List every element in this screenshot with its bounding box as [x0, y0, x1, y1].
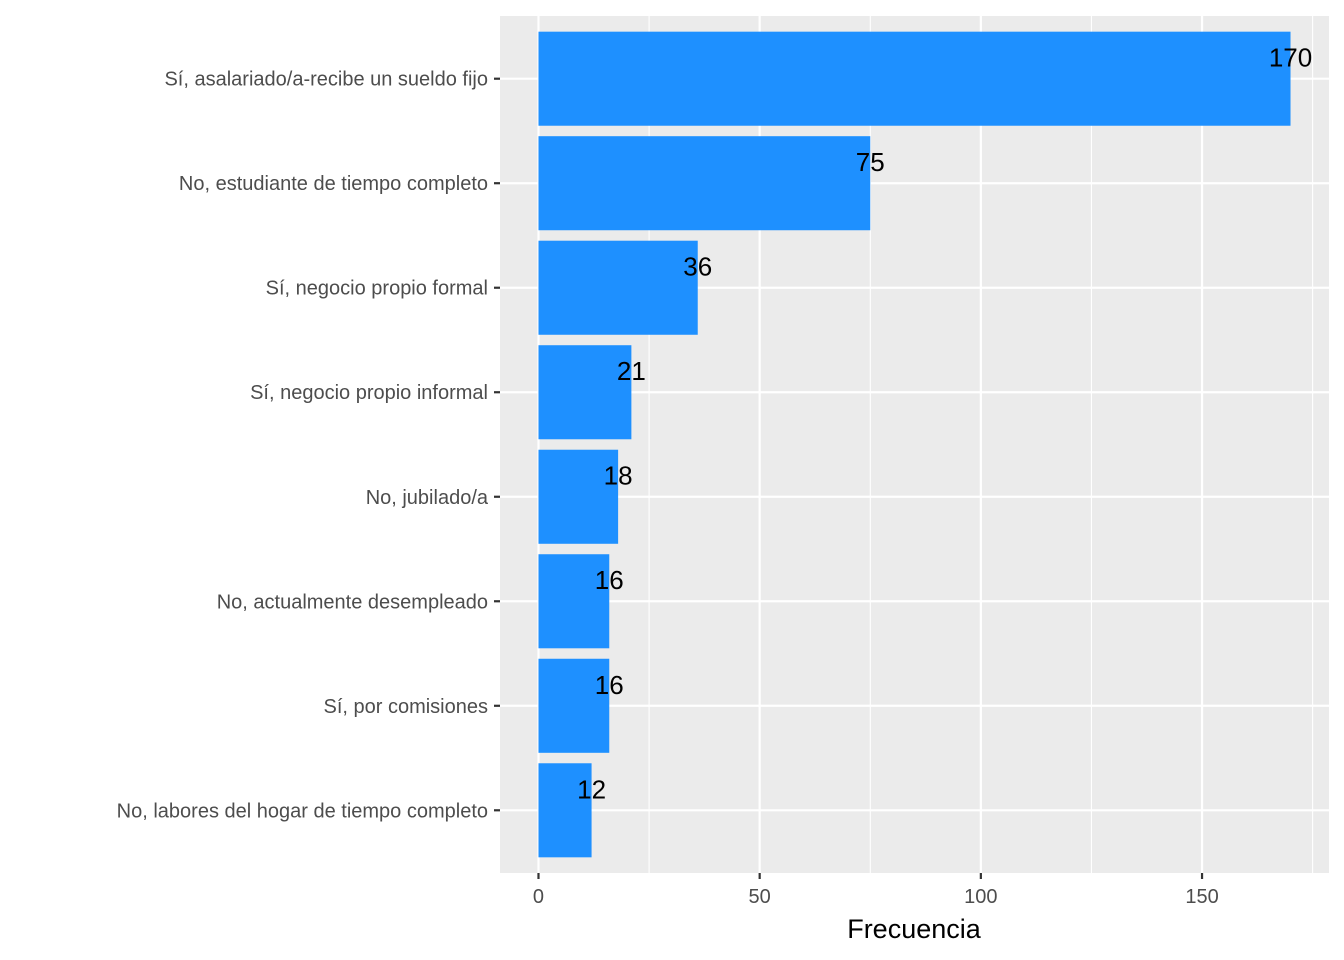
data-label: 75: [856, 147, 885, 177]
bar: [538, 763, 592, 858]
y-tick-label: No, actualmente desempleado: [217, 591, 488, 613]
bar: [538, 345, 632, 440]
data-label: 21: [617, 356, 646, 386]
bar: [538, 240, 698, 335]
data-label: 36: [683, 252, 712, 282]
y-axis: Sí, asalariado/a-recibe un sueldo fijo No…: [117, 69, 500, 822]
y-tick-label: Sí, por comisiones: [323, 696, 488, 718]
data-label: 18: [604, 461, 633, 491]
y-tick-label: No, estudiante de tiempo completo: [179, 173, 488, 195]
bar: [538, 31, 1291, 126]
bars: [538, 31, 1291, 858]
x-axis: 0 50 100 150: [533, 873, 1219, 908]
x-tick-label: 50: [749, 886, 771, 908]
y-tick-label: Sí, negocio propio informal: [250, 382, 488, 404]
x-tick-label: 100: [964, 886, 997, 908]
x-tick-label: 0: [533, 886, 544, 908]
y-tick-label: No, jubilado/a: [366, 487, 489, 509]
data-label: 16: [595, 670, 624, 700]
bar: [538, 449, 619, 544]
x-tick-label: 150: [1185, 886, 1218, 908]
data-label: 16: [595, 565, 624, 595]
data-label: 12: [577, 774, 606, 804]
data-labels: 170 75 36 21 18 16 16 12: [577, 43, 1312, 805]
bar: [538, 554, 610, 649]
bar: [538, 136, 871, 231]
y-tick-label: Sí, asalariado/a-recibe un sueldo fijo: [164, 69, 488, 91]
y-tick-label: No, labores del hogar de tiempo completo: [117, 800, 488, 822]
data-label: 170: [1269, 43, 1312, 73]
bar: [538, 658, 610, 753]
x-axis-title: Frecuencia: [847, 914, 982, 944]
y-tick-label: Sí, negocio propio formal: [266, 278, 488, 300]
